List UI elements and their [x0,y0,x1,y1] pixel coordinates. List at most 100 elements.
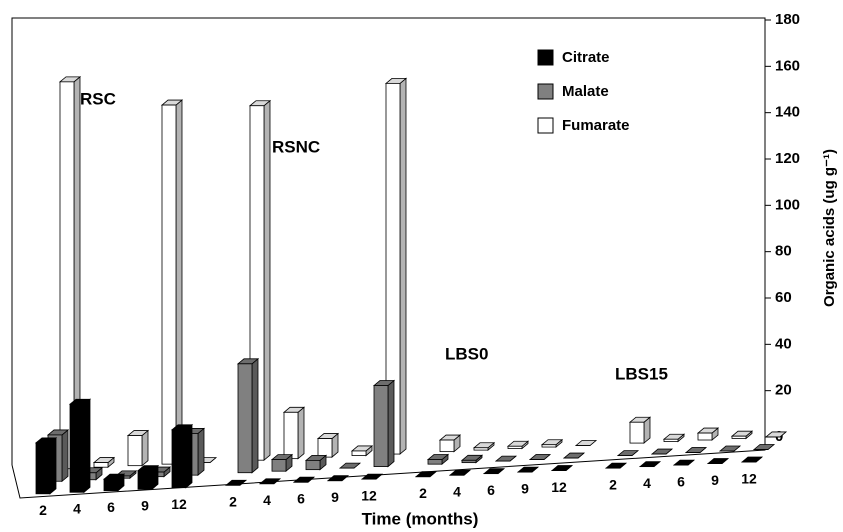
bar [237,363,253,474]
bar [541,444,557,448]
bar-top [684,447,708,453]
bar-side [83,398,91,494]
y-axis-title: Organic acids (ug g⁻¹) [821,149,838,307]
bar [161,104,177,465]
bar-top [562,452,586,459]
bar-top [516,466,540,473]
y-tick-label: 60 [775,289,792,306]
bar-top [528,454,552,460]
x-tick-label: 2 [39,502,47,518]
x-tick-label: 9 [521,481,529,497]
x-tick-label: 12 [741,470,757,486]
bar [137,470,153,490]
bar-top [292,476,316,483]
bar-side [175,99,183,465]
bar [127,435,143,467]
bar-top [224,479,248,486]
bar [439,439,455,453]
bar-side [61,429,69,483]
x-axis-title: Time (months) [362,509,479,528]
legend-label: Malate [562,83,609,100]
bar [373,385,389,467]
bar [351,450,367,456]
x-tick-label: 6 [487,482,495,498]
y-tick-label: 100 [775,196,800,213]
x-tick-label: 4 [453,484,461,500]
bar-top [550,465,574,471]
bar-top [494,455,518,462]
bar-side [197,427,205,476]
bar-side [141,429,149,467]
bar [271,459,287,472]
y-tick-label: 80 [775,243,792,260]
bar-top [650,448,674,455]
bar [427,459,443,465]
bar [35,442,51,495]
bar-side [263,99,271,462]
bar [507,445,523,449]
legend-label: Fumarate [562,117,630,134]
bar-side [297,406,305,460]
y-tick-label: 180 [775,11,800,28]
bar-top [616,450,640,457]
y-tick-label: 20 [775,382,792,399]
x-tick-label: 6 [677,473,685,489]
bar [461,459,477,464]
bar-top [448,469,472,476]
bar-top [706,458,730,464]
bar [103,478,119,492]
x-tick-label: 9 [331,489,339,505]
bar [283,411,299,460]
y-tick-label: 140 [775,104,800,121]
x-tick-label: 12 [361,488,377,504]
bar-side [251,357,259,474]
x-tick-label: 12 [171,496,187,512]
bar-side [49,436,57,495]
bar-top [574,440,598,446]
bar [317,438,333,458]
bar-top [672,459,696,466]
bar [629,421,645,444]
bar-top [604,462,628,469]
x-tick-label: 6 [297,491,305,507]
bar-top [258,478,282,485]
y-tick-label: 40 [775,335,792,352]
bar-side [387,379,395,468]
legend-swatch [537,117,554,134]
bar-side [185,423,193,489]
x-tick-label: 2 [229,494,237,510]
floor-edge [11,437,766,499]
x-tick-label: 6 [107,499,115,515]
bar [731,435,747,439]
legend-label: Citrate [562,49,610,66]
group-label: LBS0 [445,344,488,363]
x-tick-label: 12 [551,479,567,495]
x-tick-label: 9 [711,472,719,488]
legend-swatch [537,49,554,66]
group-label: RSNC [272,137,320,156]
bar-side [399,77,407,455]
bar [473,447,489,451]
bar-top [360,473,384,480]
bar [69,403,85,493]
y-tick-label: 160 [775,57,800,74]
bar-top [718,445,742,452]
bar [171,429,187,489]
bar-top [338,462,362,469]
x-tick-label: 2 [609,477,617,493]
bar-top [638,461,662,468]
group-label: LBS15 [615,364,668,383]
x-tick-label: 4 [263,492,271,508]
group-label: RSC [80,89,116,108]
bar-top [326,475,350,482]
bar [697,432,713,441]
x-tick-label: 4 [643,475,651,491]
x-tick-label: 4 [73,501,81,517]
legend-swatch [537,83,554,100]
bar [93,462,109,468]
bar-top [482,468,506,475]
bar [305,459,321,471]
bar-top [740,456,764,463]
bar [663,438,679,442]
